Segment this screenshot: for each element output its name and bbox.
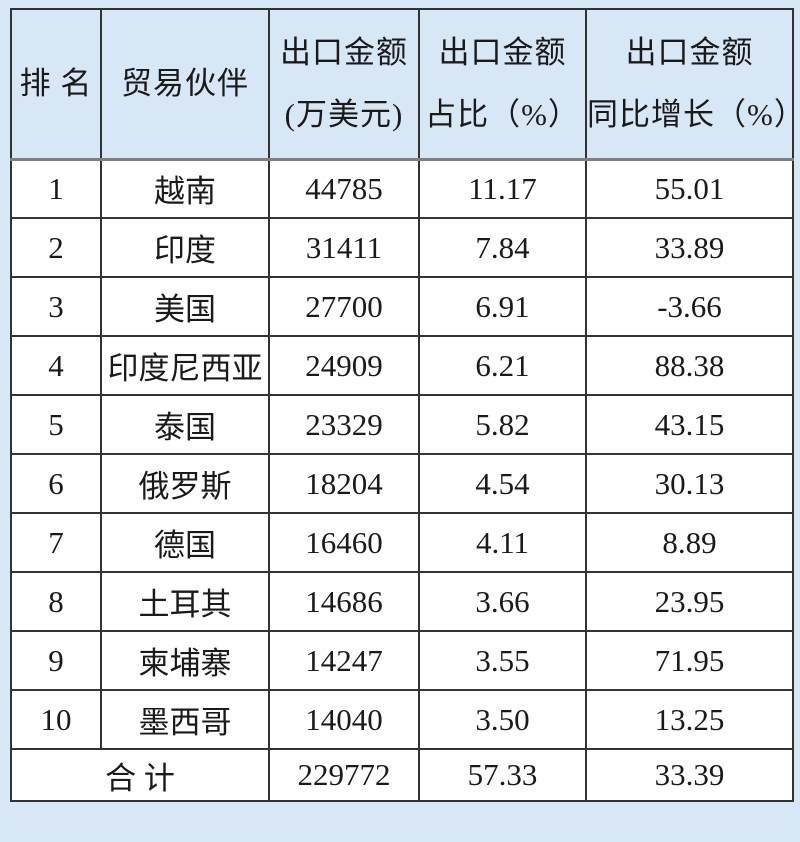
- growth-cell: 71.95: [585, 630, 794, 691]
- partner-cell: 柬埔寨: [100, 630, 270, 691]
- amount-cell: 44785: [268, 158, 420, 219]
- rank-cell: 2: [10, 217, 102, 278]
- table-row: 3 美国 27700 6.91 -3.66: [10, 276, 794, 337]
- amount-cell: 24909: [268, 335, 420, 396]
- header-rank-label: 排 名: [19, 65, 93, 101]
- amount-cell: 16460: [268, 512, 420, 573]
- header-export-growth-line1: 出口金额: [625, 34, 754, 70]
- share-cell: 4.54: [418, 453, 587, 514]
- share-cell: 4.11: [418, 512, 587, 573]
- table-row: 4 印度尼西亚 24909 6.21 88.38: [10, 335, 794, 396]
- amount-cell: 27700: [268, 276, 420, 337]
- header-export-amount-line2: (万美元): [284, 96, 404, 132]
- total-amount-cell: 229772: [268, 748, 420, 802]
- rank-cell: 6: [10, 453, 102, 514]
- growth-cell: 30.13: [585, 453, 794, 514]
- table-row: 6 俄罗斯 18204 4.54 30.13: [10, 453, 794, 514]
- share-cell: 11.17: [418, 158, 587, 219]
- header-export-share-line2: 占比（%）: [425, 96, 580, 132]
- rank-cell: 4: [10, 335, 102, 396]
- table-row: 9 柬埔寨 14247 3.55 71.95: [10, 630, 794, 691]
- growth-cell: 55.01: [585, 158, 794, 219]
- growth-cell: 13.25: [585, 689, 794, 750]
- rank-cell: 8: [10, 571, 102, 632]
- growth-cell: 23.95: [585, 571, 794, 632]
- rank-cell: 3: [10, 276, 102, 337]
- table-row: 2 印度 31411 7.84 33.89: [10, 217, 794, 278]
- table-row: 10 墨西哥 14040 3.50 13.25: [10, 689, 794, 750]
- table-row: 8 土耳其 14686 3.66 23.95: [10, 571, 794, 632]
- amount-cell: 31411: [268, 217, 420, 278]
- partner-cell: 土耳其: [100, 571, 270, 632]
- table-row: 1 越南 44785 11.17 55.01: [10, 158, 794, 219]
- header-export-amount: 出口金额 (万美元): [268, 8, 420, 161]
- total-row: 合 计 229772 57.33 33.39: [10, 748, 794, 802]
- partner-cell: 印度: [100, 217, 270, 278]
- header-partner: 贸易伙伴: [100, 8, 270, 161]
- amount-cell: 18204: [268, 453, 420, 514]
- header-rank: 排 名: [10, 8, 102, 161]
- growth-cell: -3.66: [585, 276, 794, 337]
- share-cell: 5.82: [418, 394, 587, 455]
- partner-cell: 越南: [100, 158, 270, 219]
- share-cell: 6.21: [418, 335, 587, 396]
- trade-table: 排 名 贸易伙伴 出口金额 (万美元) 出口金额 占比（%） 出口金额 同比增长…: [10, 8, 800, 802]
- amount-cell: 23329: [268, 394, 420, 455]
- header-export-growth-line2: 同比增长（%）: [587, 96, 800, 132]
- partner-cell: 墨西哥: [100, 689, 270, 750]
- total-label-cell: 合 计: [10, 748, 270, 802]
- amount-cell: 14686: [268, 571, 420, 632]
- header-export-amount-line1: 出口金额: [280, 34, 408, 70]
- rank-cell: 5: [10, 394, 102, 455]
- share-cell: 3.66: [418, 571, 587, 632]
- header-row: 排 名 贸易伙伴 出口金额 (万美元) 出口金额 占比（%） 出口金额 同比增长…: [10, 8, 800, 161]
- share-cell: 6.91: [418, 276, 587, 337]
- growth-cell: 88.38: [585, 335, 794, 396]
- rank-cell: 9: [10, 630, 102, 691]
- partner-cell: 德国: [100, 512, 270, 573]
- share-cell: 3.50: [418, 689, 587, 750]
- amount-cell: 14040: [268, 689, 420, 750]
- header-export-growth: 出口金额 同比增长（%）: [585, 8, 800, 161]
- growth-cell: 33.89: [585, 217, 794, 278]
- share-cell: 7.84: [418, 217, 587, 278]
- trade-table-container: 排 名 贸易伙伴 出口金额 (万美元) 出口金额 占比（%） 出口金额 同比增长…: [10, 8, 800, 802]
- amount-cell: 14247: [268, 630, 420, 691]
- partner-cell: 印度尼西亚: [100, 335, 270, 396]
- table-body: 1 越南 44785 11.17 55.01 2 印度 31411 7.84 3…: [10, 158, 794, 802]
- rank-cell: 7: [10, 512, 102, 573]
- table-row: 5 泰国 23329 5.82 43.15: [10, 394, 794, 455]
- total-growth-cell: 33.39: [585, 748, 794, 802]
- partner-cell: 泰国: [100, 394, 270, 455]
- rank-cell: 1: [10, 158, 102, 219]
- table-header: 排 名 贸易伙伴 出口金额 (万美元) 出口金额 占比（%） 出口金额 同比增长…: [10, 8, 800, 161]
- share-cell: 3.55: [418, 630, 587, 691]
- table-row: 7 德国 16460 4.11 8.89: [10, 512, 794, 573]
- header-export-share-line1: 出口金额: [438, 34, 567, 70]
- partner-cell: 美国: [100, 276, 270, 337]
- header-export-share: 出口金额 占比（%）: [418, 8, 587, 161]
- header-partner-label: 贸易伙伴: [121, 65, 249, 101]
- rank-cell: 10: [10, 689, 102, 750]
- partner-cell: 俄罗斯: [100, 453, 270, 514]
- growth-cell: 8.89: [585, 512, 794, 573]
- growth-cell: 43.15: [585, 394, 794, 455]
- total-share-cell: 57.33: [418, 748, 587, 802]
